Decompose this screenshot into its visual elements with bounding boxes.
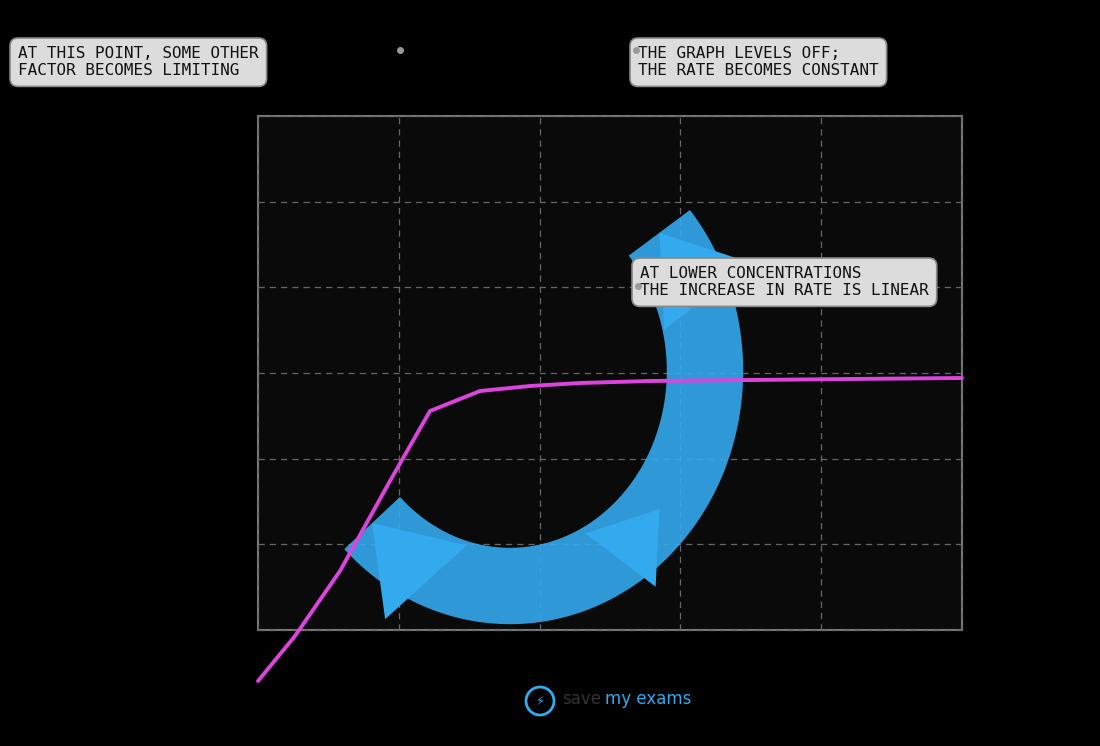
Text: my exams: my exams: [605, 690, 692, 708]
Text: THE GRAPH LEVELS OFF;
THE RATE BECOMES CONSTANT: THE GRAPH LEVELS OFF; THE RATE BECOMES C…: [638, 46, 879, 78]
Text: AT THIS POINT, SOME OTHER
FACTOR BECOMES LIMITING: AT THIS POINT, SOME OTHER FACTOR BECOMES…: [18, 46, 258, 78]
Text: AT LOWER CONCENTRATIONS
THE INCREASE IN RATE IS LINEAR: AT LOWER CONCENTRATIONS THE INCREASE IN …: [640, 266, 928, 298]
Text: save: save: [562, 690, 601, 708]
Polygon shape: [372, 523, 466, 619]
Text: ⚡: ⚡: [536, 695, 544, 707]
Bar: [258, 116, 962, 630]
Polygon shape: [659, 233, 751, 330]
Polygon shape: [585, 510, 659, 587]
